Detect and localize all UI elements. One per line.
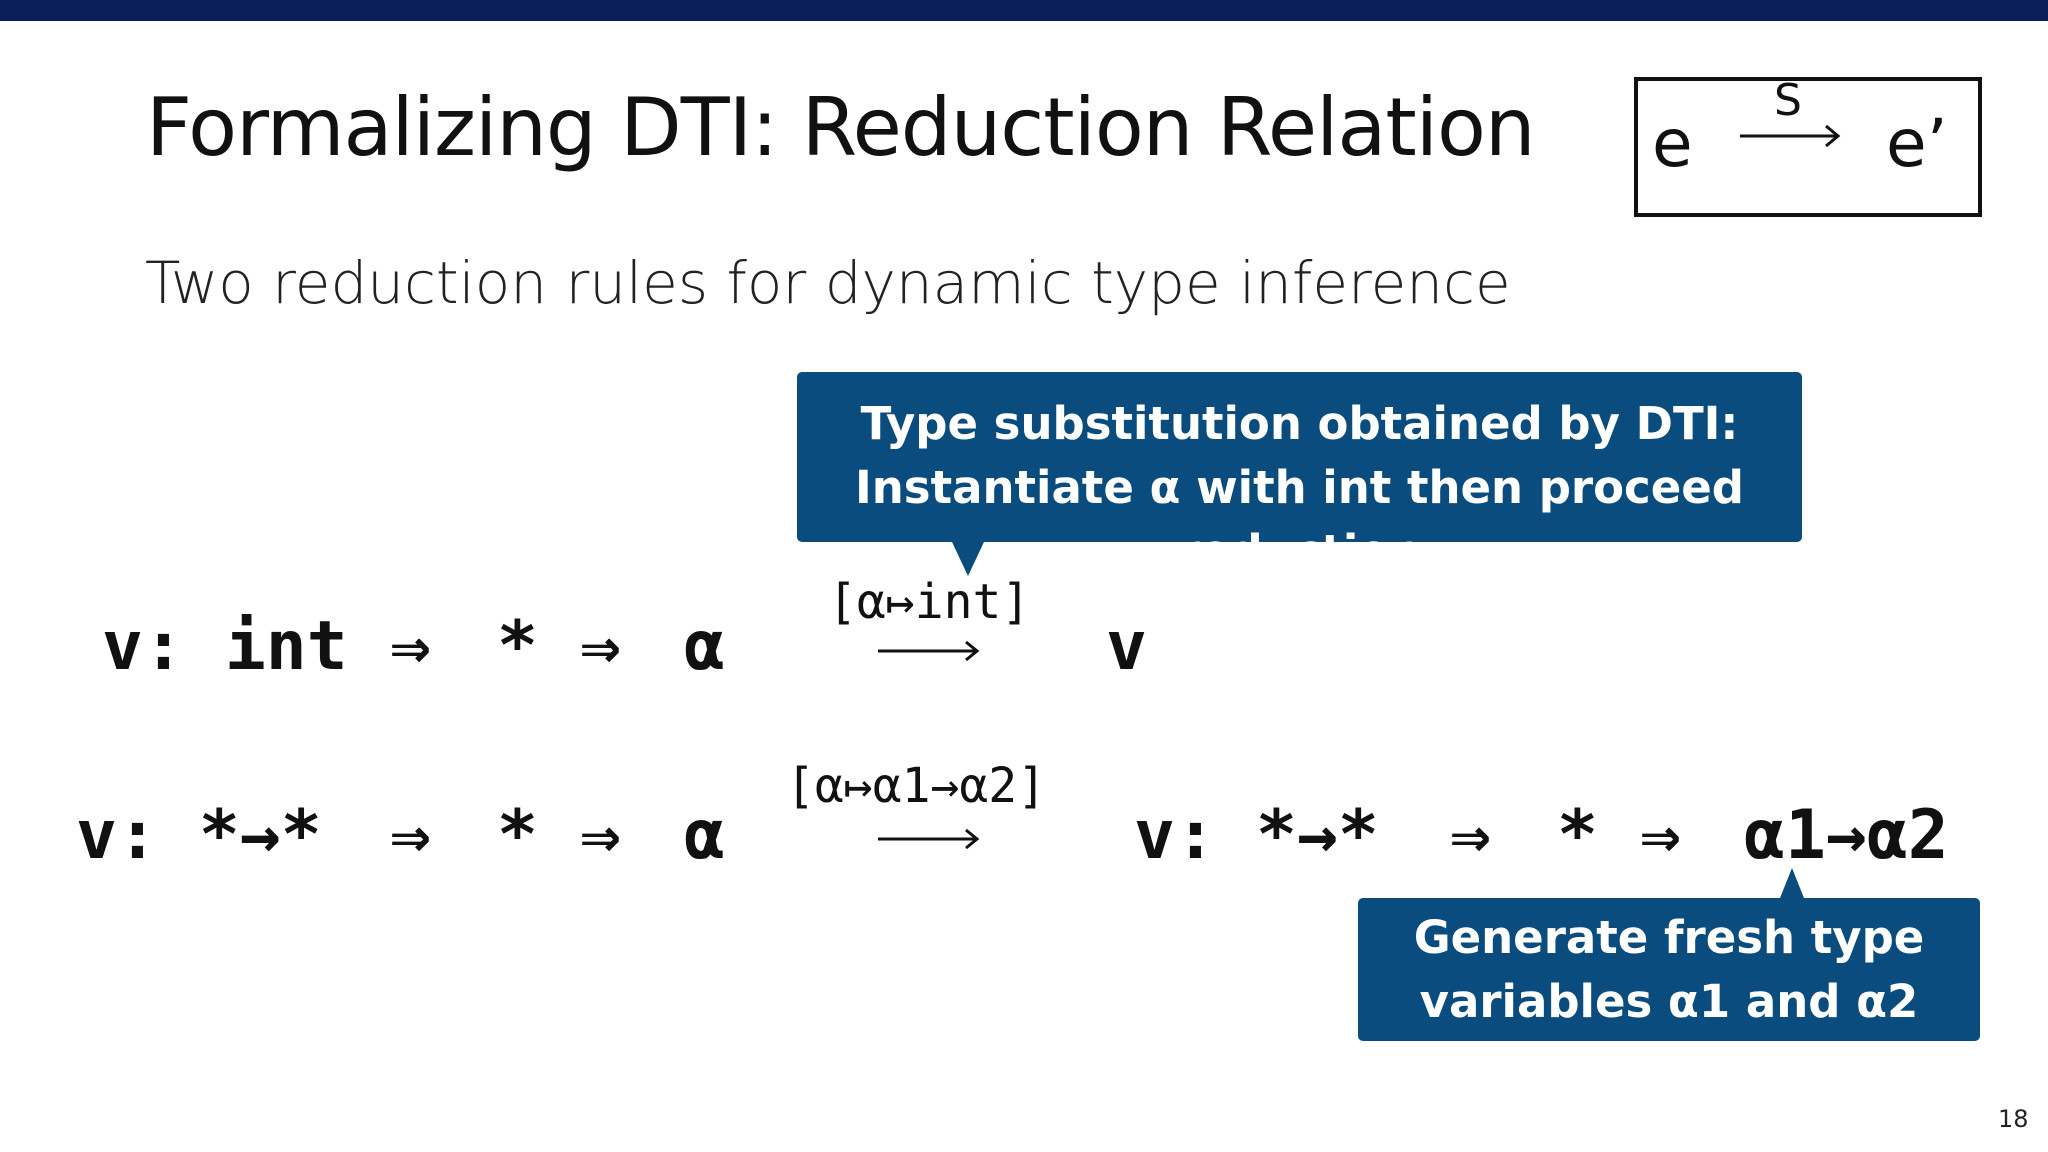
callout-top-line2: Instantiate α with int then proceed redu…	[855, 461, 1744, 578]
rule2-result-target-type: α1→α2	[1744, 796, 1949, 875]
rule1-value-type: v: int	[102, 607, 348, 686]
rule2-result-cast-arrow-2: ⇒	[1640, 796, 1681, 875]
callout-top-line1: Type substitution obtained by DTI:	[860, 397, 1739, 450]
rule1-cast-arrow: ⇒	[390, 607, 431, 686]
rule1-result: v	[1106, 607, 1147, 686]
reduction-relation-box: e S e’	[1634, 77, 1982, 217]
relation-lhs: e	[1652, 105, 1693, 182]
rule2-cast-arrow: ⇒	[390, 796, 431, 875]
top-bar	[0, 0, 2048, 21]
callout-fresh-variables: Generate fresh type variables α1 and α2	[1358, 868, 1980, 1041]
rule2-result-value: v:	[1134, 796, 1216, 875]
rule1-substitution: [α↦int]	[828, 574, 1031, 630]
rule1-dynamic-type: *	[497, 607, 538, 686]
rule2-result-dynamic-type: *	[1557, 796, 1598, 875]
callout-pointer	[1780, 868, 1804, 898]
rule2-dynamic-type: *	[497, 796, 538, 875]
rule1-type-variable: α	[684, 607, 725, 686]
slide-subtitle: Two reduction rules for dynamic type inf…	[145, 249, 1511, 317]
callout-pointer	[952, 542, 984, 576]
rule2-cast-arrow-2: ⇒	[580, 796, 621, 875]
rule2-value-type: v: *→*	[76, 796, 322, 875]
rule2-type-variable: α	[684, 796, 725, 875]
rule2-reduction-arrow-icon	[878, 828, 980, 850]
callout-bottom-line2: variables α1 and α2	[1419, 975, 1919, 1028]
callout-bottom-line1: Generate fresh type	[1413, 911, 1925, 964]
rule2-substitution: [α↦α1→α2]	[786, 758, 1047, 814]
rule2-result-type: *→*	[1256, 796, 1379, 875]
relation-label: S	[1774, 75, 1802, 126]
rule1-cast-arrow-2: ⇒	[580, 607, 621, 686]
relation-rhs: e’	[1886, 105, 1948, 182]
callout-type-substitution: Type substitution obtained by DTI: Insta…	[797, 372, 1802, 578]
page-number: 18	[1998, 1105, 2029, 1133]
rule2-result-cast-arrow: ⇒	[1450, 796, 1491, 875]
rule1-reduction-arrow-icon	[878, 640, 980, 662]
relation-arrow-icon	[1740, 124, 1841, 148]
slide-title: Formalizing DTI: Reduction Relation	[146, 81, 1536, 174]
